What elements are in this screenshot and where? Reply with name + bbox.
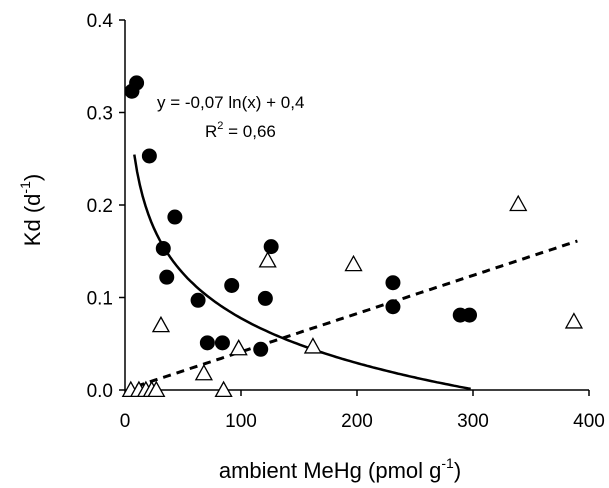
fit-lines	[133, 154, 578, 391]
y-tick-label: 0.0	[87, 381, 113, 402]
x-axis-title: ambient MeHg (pmol g-1)	[219, 455, 461, 483]
open-triangle-point	[258, 251, 277, 268]
open-triangle-point	[151, 315, 171, 333]
open-triangle-point	[194, 364, 213, 381]
filled-circle-point	[253, 341, 269, 357]
y-tick-label: 0.3	[87, 104, 113, 125]
filled-circle-point	[385, 299, 401, 315]
x-tick-label: 0	[120, 411, 131, 432]
filled-circle-point	[159, 269, 175, 285]
filled-circle-point	[214, 335, 230, 351]
open-triangle-point	[214, 380, 233, 398]
axes	[119, 19, 590, 396]
x-tick-label: 300	[457, 411, 489, 432]
y-tick-label: 0.1	[87, 289, 113, 310]
data-points	[121, 75, 584, 398]
filled-circle-point	[167, 209, 183, 225]
x-tick-label: 200	[341, 411, 373, 432]
filled-circle-point	[129, 75, 145, 91]
open-triangle-point	[229, 339, 248, 356]
open-triangle-point	[344, 254, 363, 272]
filled-circle-point	[462, 307, 478, 323]
filled-circle-point	[155, 240, 171, 256]
linear-fit-line	[136, 239, 578, 388]
fit-equation: y = -0,07 ln(x) + 0,4	[157, 93, 304, 112]
tick-labels: 0.0 0.1 0.2 0.3 0.4 0 100 200 300 400	[87, 11, 605, 432]
filled-circle-point	[199, 335, 215, 351]
x-tick-label: 100	[225, 411, 257, 432]
fit-r-squared: R2 = 0,66	[205, 120, 276, 141]
filled-circle-point	[257, 290, 273, 306]
open-triangle-point	[147, 380, 166, 398]
filled-circle-point	[141, 148, 157, 164]
filled-circle-point	[263, 239, 279, 255]
filled-circle-point	[224, 277, 240, 293]
filled-circle-point	[385, 275, 401, 291]
y-axis-title: Kd (d-1)	[17, 174, 45, 246]
filled-circle-point	[190, 292, 206, 308]
y-tick-label: 0.2	[87, 196, 113, 217]
y-tick-label: 0.4	[87, 11, 114, 32]
open-triangle-point	[509, 194, 528, 212]
log-fit-curve	[133, 154, 471, 391]
open-triangle-point	[564, 312, 584, 329]
open-triangle-point	[303, 337, 323, 354]
x-tick-label: 400	[573, 411, 605, 432]
